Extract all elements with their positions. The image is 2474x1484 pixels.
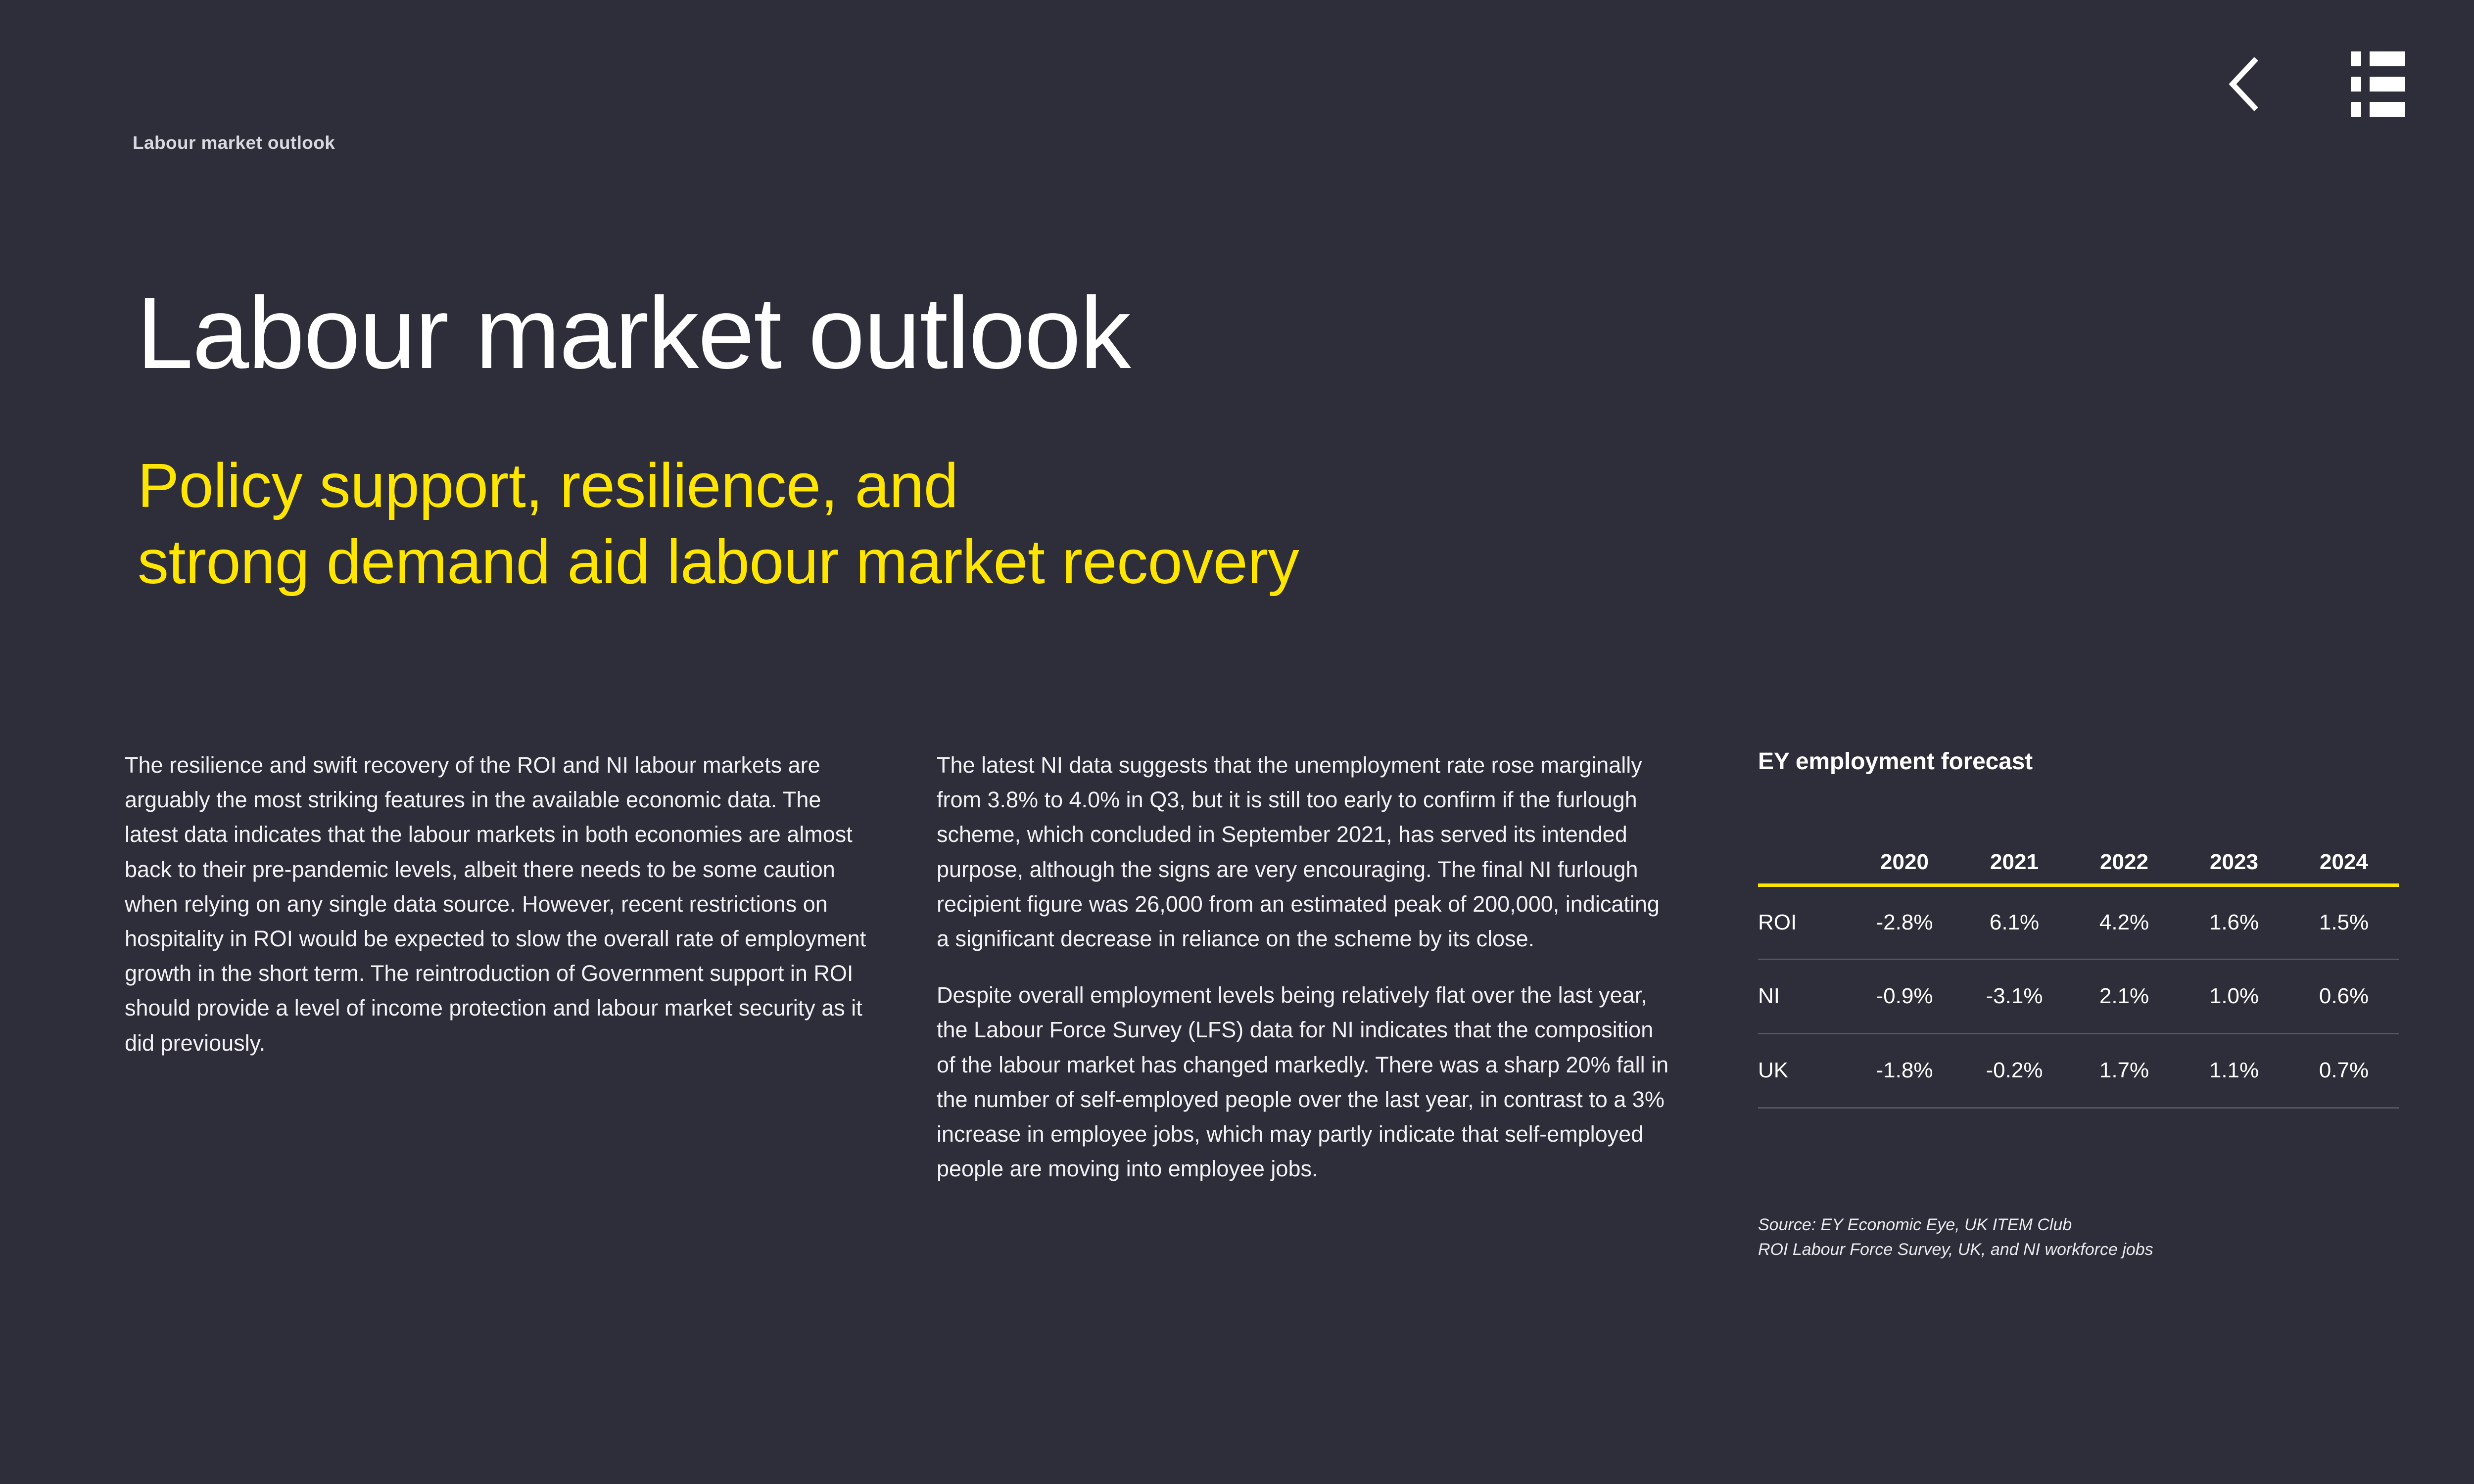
column-header-year: 2021	[1990, 849, 2039, 874]
source-note: Source: EY Economic Eye, UK ITEM Club RO…	[1758, 1212, 2399, 1262]
forecast-table-title: EY employment forecast	[1758, 748, 2033, 775]
table-cell: 1.7%	[2099, 1058, 2149, 1082]
table-row: ROI -2.8% 6.1% 4.2% 1.6% 1.5%	[1758, 885, 2399, 959]
table-cell: -1.8%	[1876, 1058, 1933, 1082]
paragraph: The resilience and swift recovery of the…	[125, 752, 866, 1056]
list-menu-row	[2351, 51, 2405, 66]
table-cell: -0.2%	[1986, 1058, 2043, 1082]
table-cell: 1.0%	[2209, 984, 2259, 1008]
table-header: 2020 2021 2022 2023 2024	[1758, 830, 2399, 885]
slide-navigation	[2214, 51, 2474, 117]
list-line-icon	[2370, 77, 2405, 92]
chevron-left-icon	[2229, 57, 2258, 111]
column-header-year: 2023	[2210, 849, 2258, 874]
table-cell: 4.2%	[2099, 910, 2149, 934]
list-line-icon	[2370, 102, 2405, 117]
table-cell: 1.1%	[2209, 1058, 2259, 1082]
table-row: NI -0.9% -3.1% 2.1% 1.0% 0.6%	[1758, 959, 2399, 1033]
running-header: Labour market outlook	[133, 133, 335, 153]
list-menu-row	[2351, 77, 2405, 92]
table-cell: -3.1%	[1986, 984, 2043, 1008]
table-cell: 1.6%	[2209, 910, 2259, 934]
source-note-line-1: Source: EY Economic Eye, UK ITEM Club	[1758, 1215, 2072, 1234]
forecast-panel: EY employment forecast 2020 2021 2022 20…	[1758, 748, 2399, 1262]
column-header-year: 2022	[2100, 849, 2148, 874]
row-label: NI	[1758, 984, 1780, 1008]
body-column-1: The resilience and swift recovery of the…	[125, 748, 872, 1061]
list-line-icon	[2370, 51, 2405, 66]
paragraph: The latest NI data suggests that the une…	[937, 752, 1660, 951]
row-label: ROI	[1758, 910, 1797, 934]
table-cell: 2.1%	[2099, 984, 2149, 1008]
page-subtitle-line-1: Policy support, resilience, and	[138, 451, 958, 520]
table-cell: -0.9%	[1876, 984, 1933, 1008]
table-row: UK -1.8% -0.2% 1.7% 1.1% 0.7%	[1758, 1033, 2399, 1108]
table-cell: -2.8%	[1876, 910, 1933, 934]
table-cell: 1.5%	[2319, 910, 2369, 934]
row-label: UK	[1758, 1058, 1789, 1082]
table-cell: 0.6%	[2319, 984, 2369, 1008]
previous-slide-button[interactable]	[2214, 54, 2273, 114]
page-title: Labour market outlook	[137, 276, 1131, 390]
table-body: ROI -2.8% 6.1% 4.2% 1.6% 1.5% NI -0.9% -…	[1758, 885, 2399, 1108]
page-subtitle: Policy support, resilience, and strong d…	[138, 448, 1299, 600]
body-column-2: The latest NI data suggests that the une…	[937, 748, 1674, 1186]
column-header-label	[1758, 830, 1850, 885]
table-cell: 0.7%	[2319, 1058, 2369, 1082]
column-header-year: 2020	[1880, 849, 1929, 874]
list-menu-row	[2351, 102, 2405, 117]
list-bullet-icon	[2351, 51, 2361, 66]
employment-forecast-table: 2020 2021 2022 2023 2024 ROI -2.8% 6.1% …	[1758, 830, 2399, 1109]
list-bullet-icon	[2351, 102, 2361, 117]
table-cell: 6.1%	[1989, 910, 2040, 934]
slide-index-button[interactable]	[2348, 51, 2408, 117]
source-note-line-2: ROI Labour Force Survey, UK, and NI work…	[1758, 1240, 2153, 1259]
list-bullet-icon	[2351, 77, 2361, 92]
page-subtitle-line-2: strong demand aid labour market recovery	[138, 526, 1299, 597]
list-menu-icon	[2351, 51, 2405, 117]
table-header-row: 2020 2021 2022 2023 2024	[1758, 830, 2399, 885]
column-header-year: 2024	[2320, 849, 2368, 874]
paragraph: Despite overall employment levels being …	[937, 982, 1669, 1182]
